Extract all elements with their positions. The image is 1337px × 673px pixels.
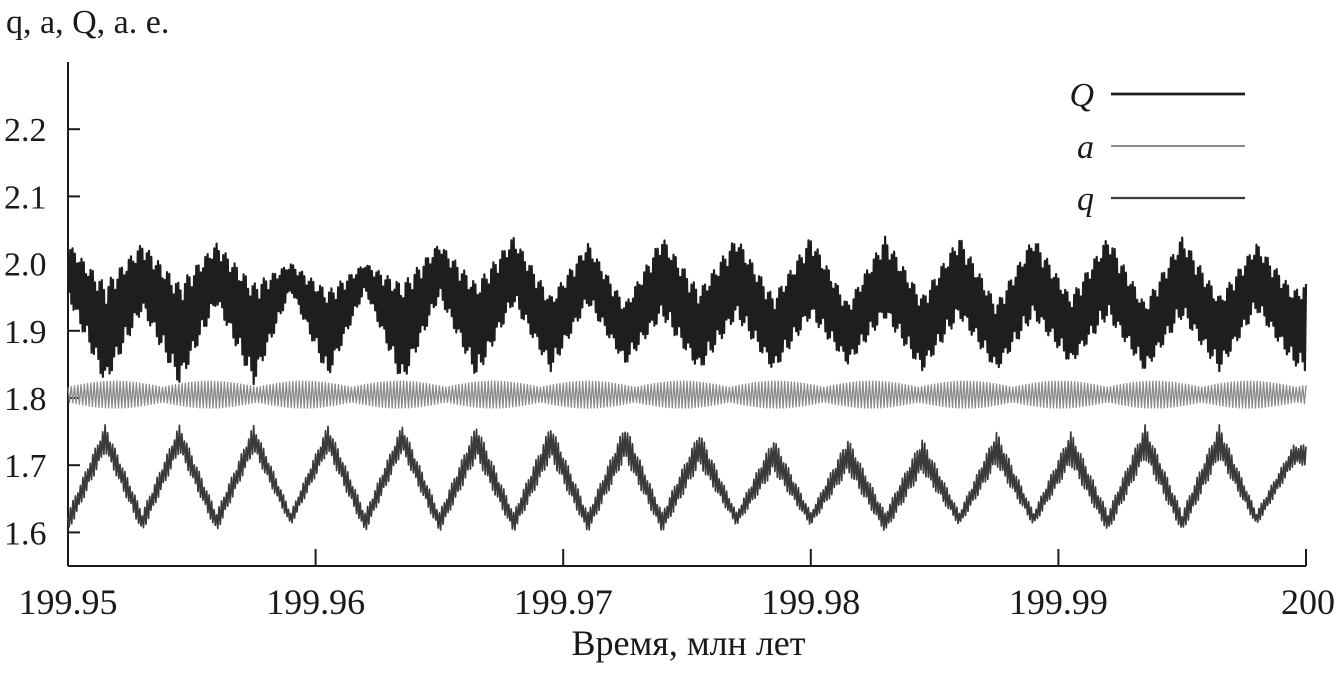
y-tick-label: 1.7	[4, 448, 47, 485]
x-tick-label: 199.96	[266, 582, 365, 622]
series-group	[66, 235, 1308, 531]
x-tick-label: 200	[1281, 582, 1335, 622]
legend-label-a: a	[1077, 129, 1094, 166]
series-line-q	[67, 424, 1307, 531]
y-tick-label: 1.6	[4, 515, 47, 552]
y-tick-label: 2.2	[4, 112, 47, 149]
y-axis-label: q, a, Q, а. е.	[6, 4, 169, 42]
x-axis-label: Время, млн лет	[571, 623, 806, 663]
y-tick-label: 1.9	[4, 314, 47, 351]
legend-label-q: q	[1077, 181, 1094, 218]
series-line-Q	[66, 235, 1308, 386]
x-tick-label: 199.97	[514, 582, 613, 622]
legend-label-Q: Q	[1069, 77, 1094, 114]
legend: Qaq	[1069, 77, 1245, 218]
x-tick-label: 199.99	[1009, 582, 1108, 622]
x-tick-label: 199.98	[761, 582, 860, 622]
y-tick-label: 1.8	[4, 381, 47, 418]
x-tick-label: 199.95	[19, 582, 118, 622]
series-line-a	[67, 380, 1307, 409]
axes: 1.6 1.7 1.8 1.9 2.0 2.1 2.2 199.95 199.96 199.97 1…	[4, 62, 1335, 622]
y-tick-label: 2.1	[4, 179, 47, 216]
y-tick-label: 2.0	[4, 247, 47, 284]
y-axis-label-text: q, a, Q, а. е.	[6, 4, 170, 41]
